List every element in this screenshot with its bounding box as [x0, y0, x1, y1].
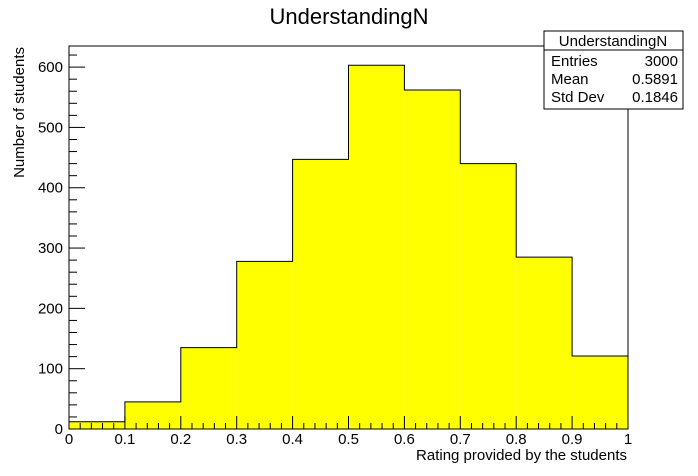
y-axis-tick-label: 500 — [38, 119, 63, 136]
stats-stddev-value: 0.1846 — [632, 89, 678, 106]
histogram-bars — [69, 65, 628, 430]
y-axis-tick-label: 200 — [38, 300, 63, 317]
x-axis: 0 0.1 0.2 0.3 0.4 0.5 0.6 0.7 0.8 0.9 1 — [65, 416, 632, 448]
histogram-bar — [404, 90, 461, 430]
stats-mean-label: Mean — [551, 71, 589, 88]
histogram-bar — [460, 163, 517, 429]
x-axis-label: Rating provided by the students — [416, 447, 627, 464]
stats-entries-value: 3000 — [645, 53, 678, 70]
stats-box-frame — [543, 30, 684, 110]
stats-box: UnderstandingN Entries 3000 Mean 0.5891 … — [543, 30, 684, 110]
y-axis-tick-label: 100 — [38, 361, 63, 378]
x-axis-tick-label: 0.1 — [114, 431, 135, 448]
x-axis-tick-label: 0.6 — [394, 431, 415, 448]
y-axis-tick-label: 400 — [38, 180, 63, 197]
y-axis-tick-label: 300 — [38, 240, 63, 257]
stats-entries-label: Entries — [551, 53, 598, 70]
histogram-bar — [516, 257, 573, 429]
y-axis-label: Number of students — [11, 47, 28, 178]
x-axis-tick-label: 0.9 — [562, 431, 583, 448]
histogram-bar — [180, 347, 237, 429]
x-axis-tick-label: 0.4 — [282, 431, 303, 448]
histogram-bar — [124, 401, 181, 429]
x-axis-tick-label: 0.3 — [226, 431, 247, 448]
histogram-outline — [68, 64, 629, 429]
histogram-bar — [348, 65, 405, 430]
y-axis-tick-label: 600 — [38, 59, 63, 76]
y-axis-tick-label: 0 — [55, 421, 63, 438]
histogram-bar — [236, 261, 293, 429]
x-axis-tick-label: 0.8 — [506, 431, 527, 448]
stats-box-title: UnderstandingN — [559, 33, 667, 50]
x-axis-tick-label: 0.7 — [450, 431, 471, 448]
histogram-bar — [572, 356, 628, 429]
chart-title: UnderstandingN — [270, 4, 429, 29]
y-axis: 0 100 200 300 400 500 600 — [38, 54, 85, 438]
histogram-bar — [292, 159, 349, 429]
histogram-step-line — [68, 64, 629, 429]
x-axis-tick-label: 0 — [65, 431, 73, 448]
stats-mean-value: 0.5891 — [632, 71, 678, 88]
stats-stddev-label: Std Dev — [551, 89, 605, 106]
x-axis-tick-label: 1 — [624, 431, 632, 448]
histogram-bar — [69, 421, 125, 429]
x-axis-tick-label: 0.2 — [170, 431, 191, 448]
x-axis-tick-label: 0.5 — [338, 431, 359, 448]
